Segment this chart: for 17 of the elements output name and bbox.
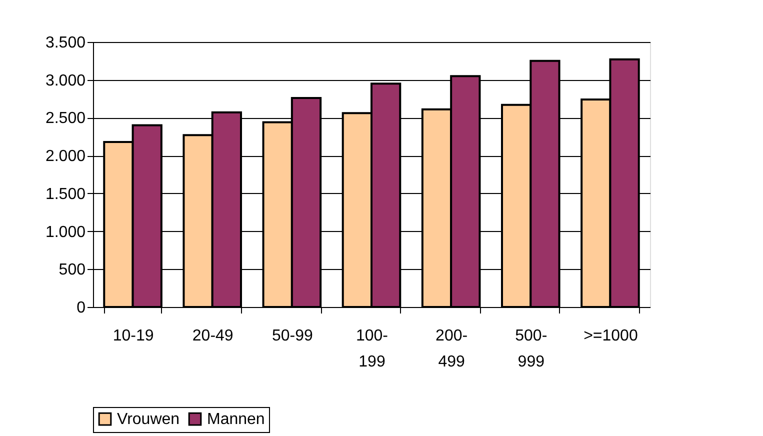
y-tick-label: 500 — [58, 262, 86, 279]
x-tick-label: 10-19 — [112, 328, 154, 344]
x-tick-label: 200-499 — [436, 328, 468, 370]
legend-label: Vrouwen — [117, 411, 180, 428]
y-tick-label: 3.500 — [45, 34, 86, 52]
x-tick-label: 500-999 — [515, 328, 548, 370]
x-tick-label: 50-99 — [272, 328, 313, 344]
y-tick-label: 1.000 — [45, 224, 86, 241]
y-tick-label: 3.000 — [45, 72, 86, 90]
x-tick-label: 20-49 — [192, 328, 234, 344]
y-tick-label: 2.000 — [45, 148, 86, 166]
x-tick-label: 100-199 — [356, 328, 388, 370]
y-tick-label: 0 — [76, 300, 86, 316]
legend-label: Mannen — [207, 411, 265, 428]
x-tick-label: >=1000 — [584, 328, 638, 344]
y-tick-label: 1.500 — [45, 186, 86, 203]
y-tick-label: 2.500 — [45, 110, 86, 128]
